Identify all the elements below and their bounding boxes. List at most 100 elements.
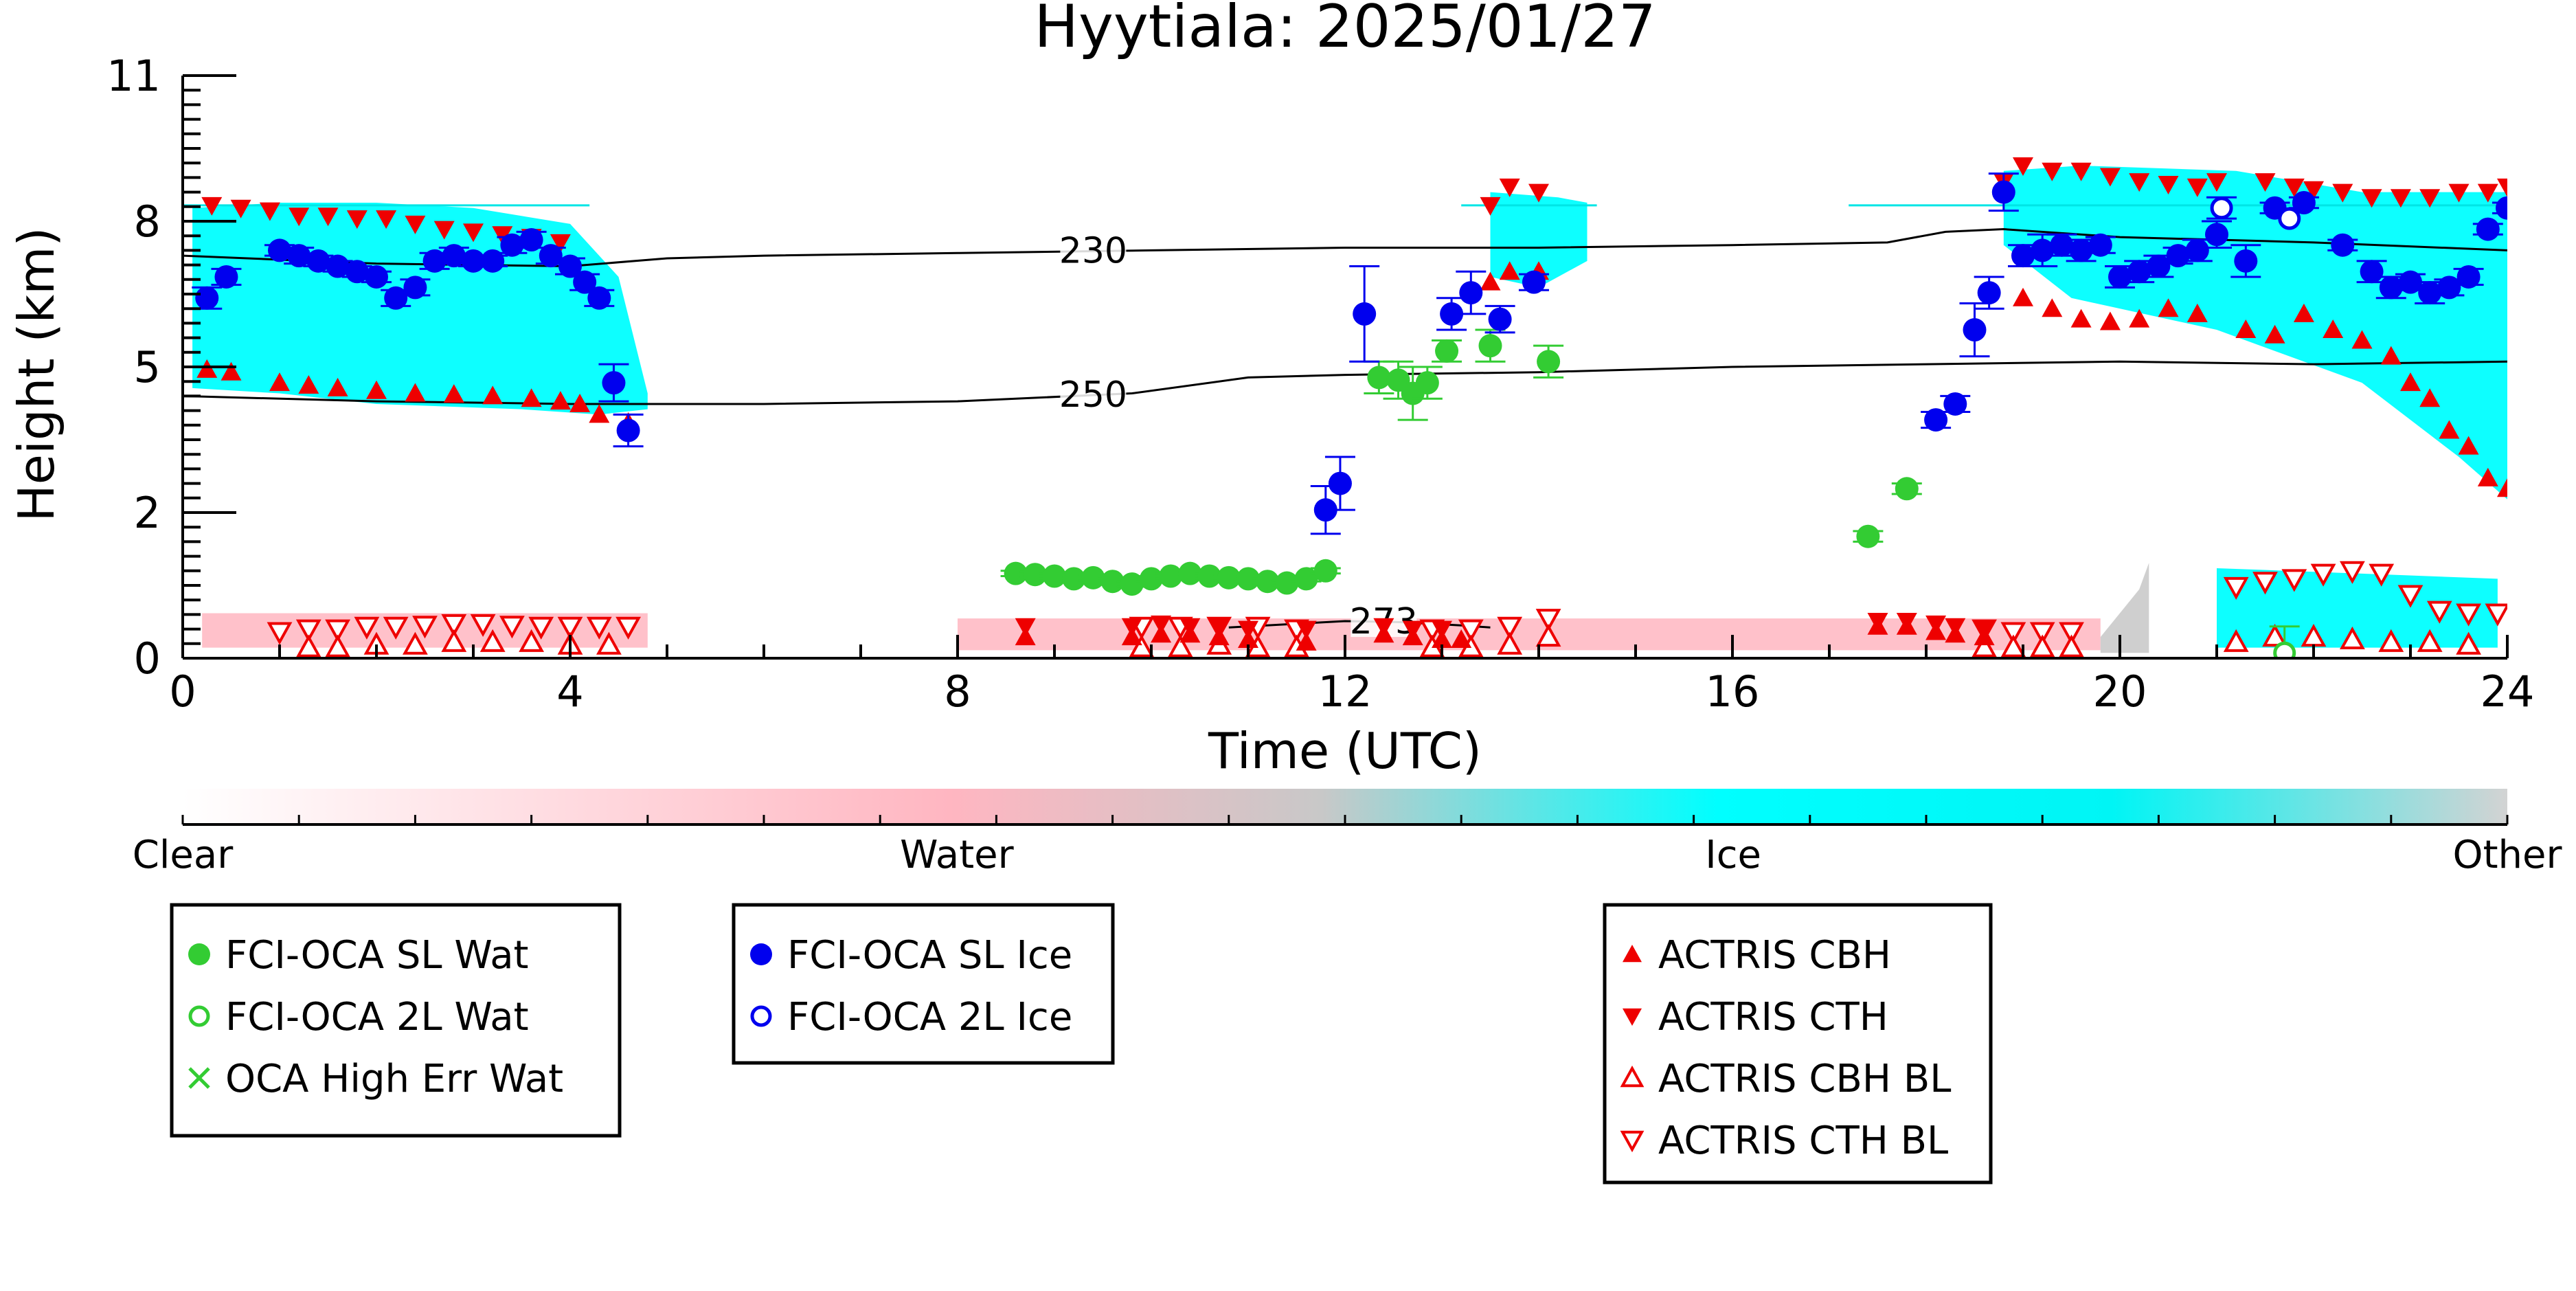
data-point [557, 616, 583, 640]
legend-box-2: FCI-OCA SL Ice FCI-OCA 2L Ice [732, 903, 1115, 1065]
data-point [1535, 609, 1561, 632]
data-point [405, 215, 426, 234]
data-point [214, 265, 238, 289]
data-point [479, 629, 506, 652]
contour-label-bg-250 [1060, 376, 1127, 411]
data-point [2042, 162, 2063, 181]
data-point [2378, 629, 2404, 652]
data-point [1458, 619, 1484, 642]
data-point [1856, 524, 1880, 548]
legend-entry-fci-oca-2l-ice: FCI-OCA 2L Ice [750, 995, 1072, 1040]
colorbar-label-ice: Ice [1705, 833, 1761, 877]
data-point [2099, 168, 2121, 187]
x-tick-label: 16 [1706, 666, 1760, 717]
legend-marker [1620, 1130, 1645, 1153]
data-point [2235, 319, 2257, 339]
plot-clipped: 230250273 [183, 157, 2507, 658]
legend-entry-oca-high-err-wat: OCA High Err Wat [188, 1057, 563, 1101]
data-point [2399, 270, 2422, 294]
colorbar-label-other: Other [2452, 833, 2562, 877]
data-point [1120, 572, 1144, 596]
data-point [2158, 176, 2179, 195]
data-point [616, 418, 640, 442]
data-point [317, 207, 339, 227]
x-tick-label: 12 [1318, 666, 1372, 717]
data-point [1488, 307, 1512, 331]
data-point [2323, 319, 2344, 339]
data-point [573, 270, 597, 294]
data-point [1497, 616, 1523, 640]
data-point [1129, 634, 1155, 658]
region-ice-4 [2003, 166, 2507, 499]
data-point [366, 380, 387, 399]
data-point [1296, 631, 1317, 651]
data-point [403, 631, 428, 655]
data-point [1275, 571, 1299, 595]
legend-label: ACTRIS CTH [1658, 995, 1888, 1040]
data-point [2292, 191, 2316, 215]
legend-label: FCI-OCA 2L Ice [787, 995, 1072, 1040]
data-point [1313, 559, 1337, 583]
data-point [259, 202, 280, 221]
data-point [2456, 603, 2481, 627]
data-point [2419, 189, 2441, 208]
contour-250 [183, 360, 2507, 405]
data-point [306, 249, 330, 273]
data-point [1208, 627, 1230, 646]
data-point [345, 260, 369, 284]
y-tick-label: 0 [134, 633, 161, 684]
data-point [2496, 196, 2507, 220]
data-point [2147, 254, 2171, 278]
data-point [587, 286, 611, 310]
x-axis-label: Time (UTC) [1208, 722, 1482, 780]
data-point [2223, 629, 2249, 652]
data-point [1328, 471, 1352, 495]
colorbar-label-water: Water [900, 833, 1015, 877]
data-point [2417, 629, 2443, 652]
data-point [1896, 616, 1917, 635]
y-tick-label: 5 [134, 342, 161, 392]
data-point [602, 371, 626, 395]
y-tick-label: 8 [134, 197, 161, 247]
legend-entry-fci-oca-sl-wat: FCI-OCA SL Wat [188, 933, 529, 978]
legend-box-1: FCI-OCA SL Wat FCI-OCA 2L Wat OCA High Err… [170, 903, 622, 1138]
data-point [354, 616, 380, 640]
legend-marker [1623, 1008, 1642, 1026]
data-point [2369, 563, 2395, 587]
data-point [2497, 178, 2507, 197]
data-point [295, 634, 321, 658]
data-point [2206, 173, 2227, 192]
data-point [589, 404, 610, 423]
legend-entry-actris-cbh: ACTRIS CBH [1623, 933, 1891, 978]
data-point [268, 238, 291, 262]
data-point [2456, 265, 2481, 289]
data-point [482, 385, 504, 405]
region-other-6 [2100, 563, 2149, 653]
legend-box-3: ACTRIS CBH ACTRIS CTH ACTRIS CBH BL ACTRIS … [1603, 903, 1993, 1185]
data-point [325, 634, 350, 658]
data-point [443, 384, 464, 403]
data-point [1238, 629, 1258, 649]
data-point [2439, 420, 2460, 439]
x-tick-label: 8 [944, 666, 971, 717]
data-point [2234, 249, 2258, 273]
legend-entry-actris-cbh-bl: ACTRIS CBH BL [1620, 1057, 1951, 1101]
data-point [1167, 634, 1193, 658]
data-point [1499, 261, 1520, 280]
data-point [1023, 563, 1047, 587]
data-point [1895, 477, 1919, 501]
data-point [2476, 217, 2500, 241]
data-point [519, 629, 544, 652]
data-point [463, 223, 484, 243]
contour-label-250: 250 [1059, 374, 1127, 416]
data-point [2293, 303, 2314, 322]
data-point [2351, 330, 2373, 349]
data-point [2129, 173, 2150, 192]
data-point [2029, 622, 2055, 645]
legend-marker [188, 1067, 210, 1089]
x-tick-label: 24 [2481, 666, 2535, 717]
data-point [2477, 183, 2498, 203]
data-point [2340, 626, 2365, 650]
data-point [2426, 600, 2452, 624]
data-point [1451, 629, 1472, 649]
